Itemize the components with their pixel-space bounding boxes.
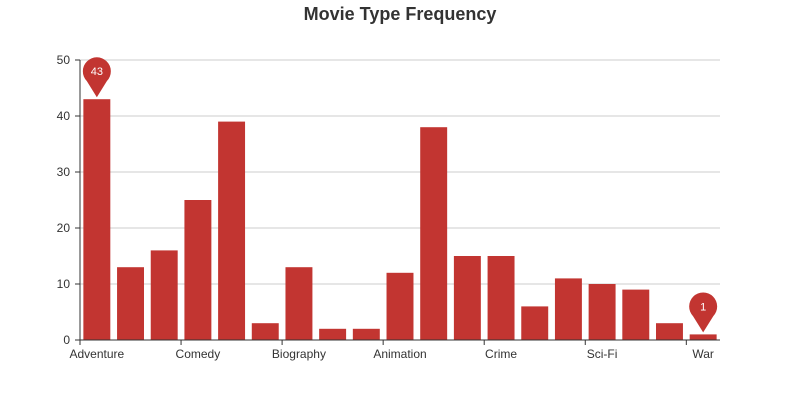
- bar: [622, 289, 650, 340]
- bar: [319, 328, 347, 340]
- y-tick-label: 50: [57, 53, 71, 67]
- x-tick-label: Adventure: [69, 347, 124, 361]
- y-tick-label: 30: [57, 165, 71, 179]
- bar: [554, 278, 582, 340]
- bar: [251, 323, 279, 340]
- mark-point-max: 43: [82, 57, 111, 98]
- mark-point-label: 1: [700, 301, 706, 313]
- bar: [689, 334, 717, 340]
- x-tick-label: Animation: [373, 347, 426, 361]
- x-tick-label: Sci-Fi: [587, 347, 618, 361]
- x-axis-tick-labels: Adventure Comedy Biography Animation Crime Sc…: [69, 340, 714, 361]
- bars: [83, 99, 717, 340]
- map-pin-icon: [689, 292, 718, 333]
- x-tick-label: Biography: [272, 347, 326, 361]
- bar: [420, 127, 448, 340]
- bar: [521, 306, 549, 340]
- y-tick-label: 0: [63, 333, 70, 347]
- y-tick-label: 10: [57, 277, 71, 291]
- bar: [117, 267, 144, 340]
- bar: [656, 323, 683, 340]
- y-tick-label: 40: [57, 109, 71, 123]
- bar: [184, 200, 212, 340]
- mark-points: 43 1: [82, 57, 718, 333]
- x-tick-label: Crime: [485, 347, 517, 361]
- y-tick-label: 20: [57, 221, 71, 235]
- bar: [285, 267, 313, 340]
- map-pin-icon: [82, 57, 111, 98]
- x-tick-label: Comedy: [176, 347, 221, 361]
- bar: [386, 272, 414, 340]
- axes: [79, 60, 720, 341]
- bar: [218, 121, 246, 340]
- bar: [150, 250, 178, 340]
- bar: [83, 99, 111, 340]
- bar: [352, 328, 380, 340]
- bar: [487, 256, 515, 340]
- mark-point-label: 43: [91, 66, 103, 78]
- y-axis-tick-labels: 0 10 20 30 40 50: [57, 53, 80, 347]
- mark-point-min: 1: [689, 292, 718, 333]
- bar: [453, 256, 481, 340]
- chart-title: Movie Type Frequency: [303, 4, 497, 24]
- x-tick-label: War: [692, 347, 714, 361]
- bar: [588, 284, 616, 340]
